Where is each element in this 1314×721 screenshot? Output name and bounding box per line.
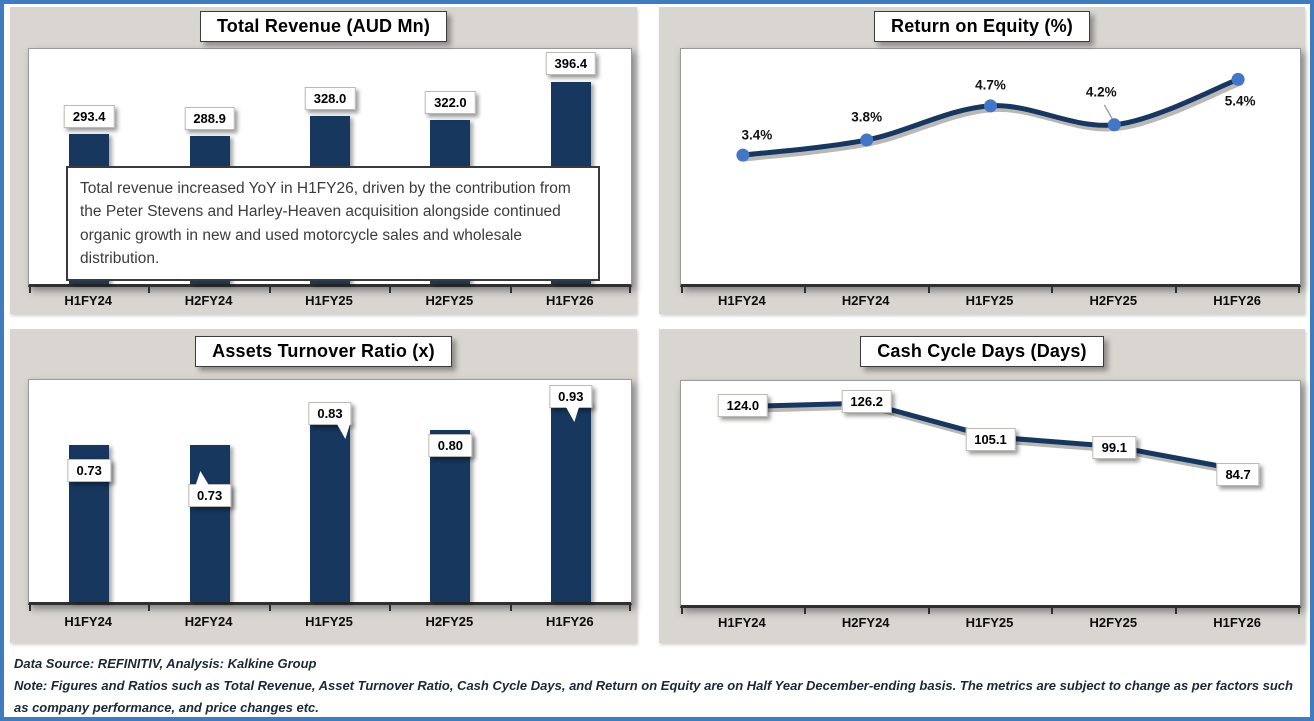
plot-area-return-on-equity: 3.4% 3.8% 4.7% 4.2% 5.4% — [680, 48, 1301, 293]
chart-title-cash-cycle: Cash Cycle Days (Days) — [860, 336, 1104, 367]
panel-total-revenue: Total Revenue (AUD Mn) 293.4 288.9 328.0 32… — [10, 7, 637, 314]
axis-tick — [681, 287, 683, 293]
axis-tick — [1175, 608, 1178, 614]
plot-area-assets-turnover: 0.73 0.73 0.83 0.80 0.93 — [28, 379, 632, 611]
data-label: 124.0 — [717, 393, 769, 417]
axis-tick — [509, 605, 512, 611]
data-label: 105.1 — [965, 427, 1016, 451]
title-row: Assets Turnover Ratio (x) — [10, 336, 637, 367]
axis-tick — [148, 287, 151, 293]
chart-title-return-on-equity: Return on Equity (%) — [874, 11, 1090, 42]
point-marker — [1107, 118, 1121, 132]
axis-tick — [29, 605, 31, 611]
axis-tick — [1051, 287, 1054, 293]
category-label: H2FY25 — [1089, 293, 1138, 308]
axis-tick — [1175, 287, 1178, 293]
point-marker — [984, 99, 997, 113]
data-label: 3.8% — [851, 109, 883, 125]
data-label: 0.80 — [428, 433, 473, 457]
data-label: 5.4% — [1224, 93, 1256, 109]
chart-title-assets-turnover: Assets Turnover Ratio (x) — [195, 336, 452, 367]
bar — [310, 423, 350, 602]
axis-tick — [629, 287, 631, 293]
axis-tick — [29, 287, 31, 293]
data-label: 0.73 — [67, 458, 111, 482]
category-label: H1FY25 — [965, 615, 1014, 630]
note-line: Note: Figures and Ratios such as Total R… — [14, 678, 1293, 716]
title-row: Return on Equity (%) — [659, 11, 1305, 42]
axis-tick — [927, 608, 930, 614]
axis-tick — [1298, 287, 1300, 293]
data-label: 322.0 — [425, 90, 476, 114]
axis-tick — [629, 605, 631, 611]
axis-tick — [927, 287, 930, 293]
data-label: 0.83 — [308, 402, 352, 440]
category-label: H2FY24 — [184, 614, 233, 629]
category-label: H2FY24 — [841, 293, 890, 308]
axis-tick — [389, 605, 392, 611]
axis-tick — [389, 287, 392, 293]
point-marker — [1231, 72, 1245, 86]
data-label: 126.2 — [841, 390, 892, 414]
data-label: 4.7% — [975, 77, 1006, 93]
data-label: 99.1 — [1092, 436, 1136, 460]
annotation-box: Total revenue increased YoY in H1FY26, d… — [66, 166, 600, 281]
data-label: 0.73 — [187, 470, 232, 507]
category-label: H1FY26 — [1213, 293, 1261, 308]
data-source-line: Data Source: REFINITIV, Analysis: Kalkin… — [14, 656, 317, 671]
data-label: 0.93 — [549, 384, 593, 422]
category-label: H2FY25 — [1089, 615, 1138, 630]
axis-tick — [1051, 608, 1054, 614]
axis-tick — [509, 287, 512, 293]
panel-cash-cycle: Cash Cycle Days (Days) 124.0 126.2 105.1 99… — [659, 329, 1305, 643]
footer: Data Source: REFINITIV, Analysis: Kalkin… — [14, 653, 1302, 717]
category-label: H1FY25 — [965, 293, 1014, 308]
plot-area-cash-cycle: 124.0 126.2 105.1 99.1 84.7 — [680, 380, 1301, 614]
data-label: 288.9 — [184, 107, 235, 131]
title-row: Cash Cycle Days (Days) — [659, 336, 1305, 367]
axis-tick — [268, 287, 271, 293]
point-marker — [860, 133, 874, 147]
point-marker — [736, 148, 750, 162]
data-label: 293.4 — [63, 105, 115, 129]
axis-tick — [681, 608, 683, 614]
category-label: H1FY25 — [305, 293, 353, 308]
callout-pointer — [194, 470, 209, 486]
data-label: 84.7 — [1216, 463, 1260, 487]
category-label: H2FY25 — [425, 293, 474, 308]
category-label: H2FY24 — [841, 615, 890, 630]
label-leader-line — [1103, 104, 1114, 122]
category-label: H1FY24 — [64, 293, 113, 308]
category-label: H2FY24 — [184, 293, 233, 308]
data-label: 3.4% — [741, 127, 773, 143]
bar — [189, 444, 230, 602]
category-label: H1FY26 — [1213, 615, 1261, 630]
data-label: 328.0 — [304, 87, 356, 111]
line-chart — [736, 72, 1245, 162]
category-label: H1FY24 — [64, 614, 113, 629]
data-label: 396.4 — [545, 52, 597, 76]
panel-assets-turnover: Assets Turnover Ratio (x) 0.73 0.73 0.83 0.… — [10, 329, 637, 643]
category-label: H1FY25 — [305, 614, 353, 629]
callout-pointer — [565, 405, 580, 422]
bar — [430, 429, 471, 602]
axis-tick — [148, 605, 151, 611]
data-label: 4.2% — [1085, 84, 1117, 100]
axis-tick — [1298, 608, 1300, 614]
panel-return-on-equity: Return on Equity (%) 3.4% 3.8% 4.7% 4.2% 5.4… — [659, 7, 1305, 314]
category-label: H1FY24 — [718, 293, 766, 308]
title-row: Total Revenue (AUD Mn) — [10, 11, 637, 42]
category-label: H1FY26 — [545, 293, 594, 308]
bar — [550, 401, 591, 602]
line-chart — [740, 400, 1244, 476]
callout-pointer — [336, 423, 351, 440]
axis-tick — [268, 605, 271, 611]
category-label: H2FY25 — [425, 614, 474, 629]
axis-tick — [803, 287, 806, 293]
category-label: H1FY26 — [545, 614, 594, 629]
axis-tick — [803, 608, 806, 614]
chart-title-total-revenue: Total Revenue (AUD Mn) — [199, 11, 448, 42]
category-label: H1FY24 — [718, 615, 766, 630]
